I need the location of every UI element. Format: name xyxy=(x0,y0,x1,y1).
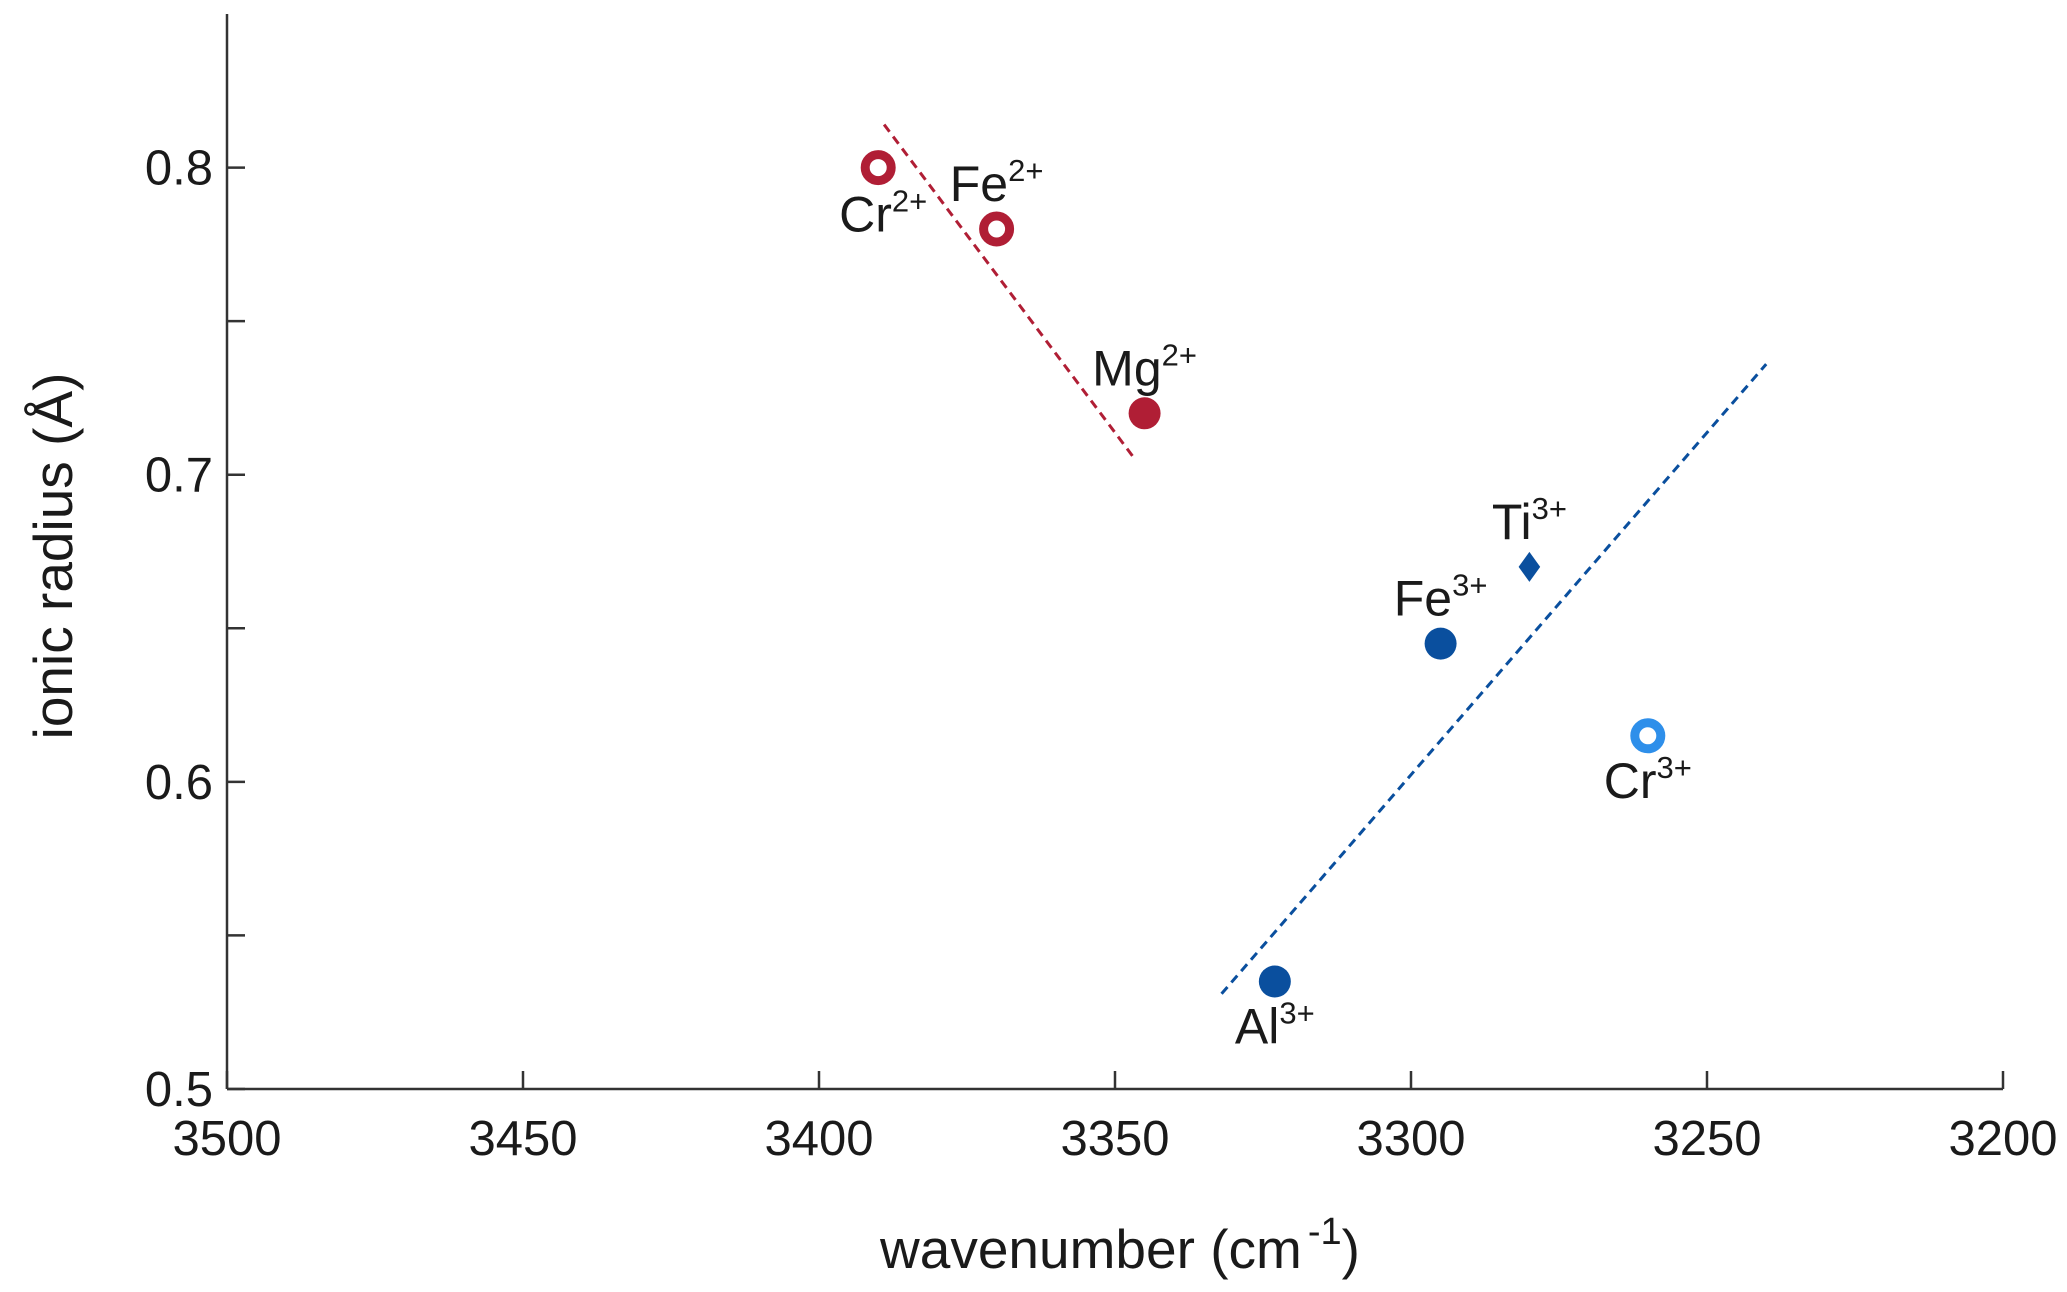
data-points xyxy=(860,150,1666,998)
y-tick-label: 0.5 xyxy=(145,1063,213,1117)
y-axis-label: ionic radius (Å) xyxy=(22,373,84,740)
label-charge: 3+ xyxy=(1279,996,1314,1031)
label-element: Cr xyxy=(1604,753,1657,809)
point-mg-2plus xyxy=(1128,397,1161,430)
x-axis-label-main: wavenumber (cm xyxy=(879,1218,1302,1280)
point-fe-2plus xyxy=(979,211,1015,247)
label-element: Al xyxy=(1235,999,1279,1055)
label-charge: 2+ xyxy=(892,184,927,219)
y-tick-label: 0.8 xyxy=(145,142,213,196)
axes: 3500 3450 3400 3350 3300 3250 3200 0.5 0.6 0.7 0.8 xyxy=(145,14,2058,1166)
x-axis-label-exponent: -1 xyxy=(1308,1211,1342,1253)
label-charge: 3+ xyxy=(1532,491,1567,526)
label-charge: 2+ xyxy=(1162,337,1197,372)
point-fe-3plus xyxy=(1424,627,1457,660)
label-element: Fe xyxy=(950,156,1008,212)
label-charge: 3+ xyxy=(1657,750,1692,785)
label-charge: 2+ xyxy=(1008,153,1043,188)
point-cr-2plus xyxy=(860,150,896,186)
x-tick-label: 3500 xyxy=(172,1112,281,1166)
x-tick-label: 3450 xyxy=(468,1112,577,1166)
point-al-3plus xyxy=(1258,965,1291,998)
label-element: Mg xyxy=(1092,340,1161,396)
y-tick-label: 0.6 xyxy=(145,756,213,810)
label-cr-2plus: Cr2+ xyxy=(839,184,927,243)
x-tick-label: 3350 xyxy=(1060,1112,1169,1166)
label-element: Ti xyxy=(1492,494,1532,550)
trend-line-2plus xyxy=(882,123,1134,458)
label-charge: 3+ xyxy=(1452,568,1487,603)
x-tick-label: 3200 xyxy=(1948,1112,2057,1166)
y-tick-label: 0.7 xyxy=(145,449,213,503)
point-ring-center xyxy=(874,163,883,172)
point-ring-center xyxy=(992,225,1001,233)
x-axis-label-close: ) xyxy=(1342,1218,1360,1280)
label-al-3plus: Al3+ xyxy=(1235,996,1315,1055)
x-tick-label: 3250 xyxy=(1652,1112,1761,1166)
label-cr-3plus: Cr3+ xyxy=(1604,750,1692,809)
trend-line-3plus xyxy=(1220,363,1768,995)
label-mg-2plus: Mg2+ xyxy=(1092,337,1197,396)
label-element: Fe xyxy=(1394,571,1452,627)
point-ti-3plus xyxy=(1518,551,1541,582)
point-labels: Cr2+ Fe2+Mg2+Ti3+Fe3+Cr3+Al3+ xyxy=(839,153,1692,1055)
label-element: Cr xyxy=(839,187,892,243)
label-ti-3plus: Ti3+ xyxy=(1492,491,1567,550)
x-tick-label: 3400 xyxy=(764,1112,873,1166)
point-cr-3plus xyxy=(1630,718,1666,754)
x-tick-label: 3300 xyxy=(1356,1112,1465,1166)
label-fe-2plus: Fe2+ xyxy=(950,153,1044,212)
trend-lines xyxy=(882,123,1768,995)
x-axis-label: wavenumber (cm -1) xyxy=(879,1211,1360,1280)
point-ring-center xyxy=(1643,731,1652,740)
label-fe-3plus: Fe3+ xyxy=(1394,568,1488,627)
